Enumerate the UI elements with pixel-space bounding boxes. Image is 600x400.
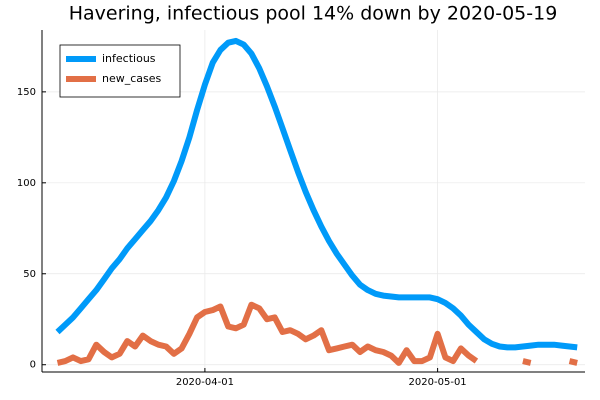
y-tick-label: 100	[17, 178, 36, 189]
legend-label: new_cases	[102, 72, 162, 85]
series-line	[55, 37, 578, 351]
x-tick-label: 2020-04-01	[176, 377, 234, 388]
y-tick-label: 150	[17, 87, 36, 98]
legend-label: infectious	[102, 52, 156, 65]
legend-box	[59, 44, 181, 98]
y-tick-label: 0	[30, 360, 36, 371]
series-line	[56, 301, 578, 366]
y-tick-label: 50	[23, 269, 36, 280]
chart-title: Havering, infectious pool 14% down by 20…	[69, 3, 558, 25]
x-tick-label: 2020-05-01	[409, 377, 467, 388]
